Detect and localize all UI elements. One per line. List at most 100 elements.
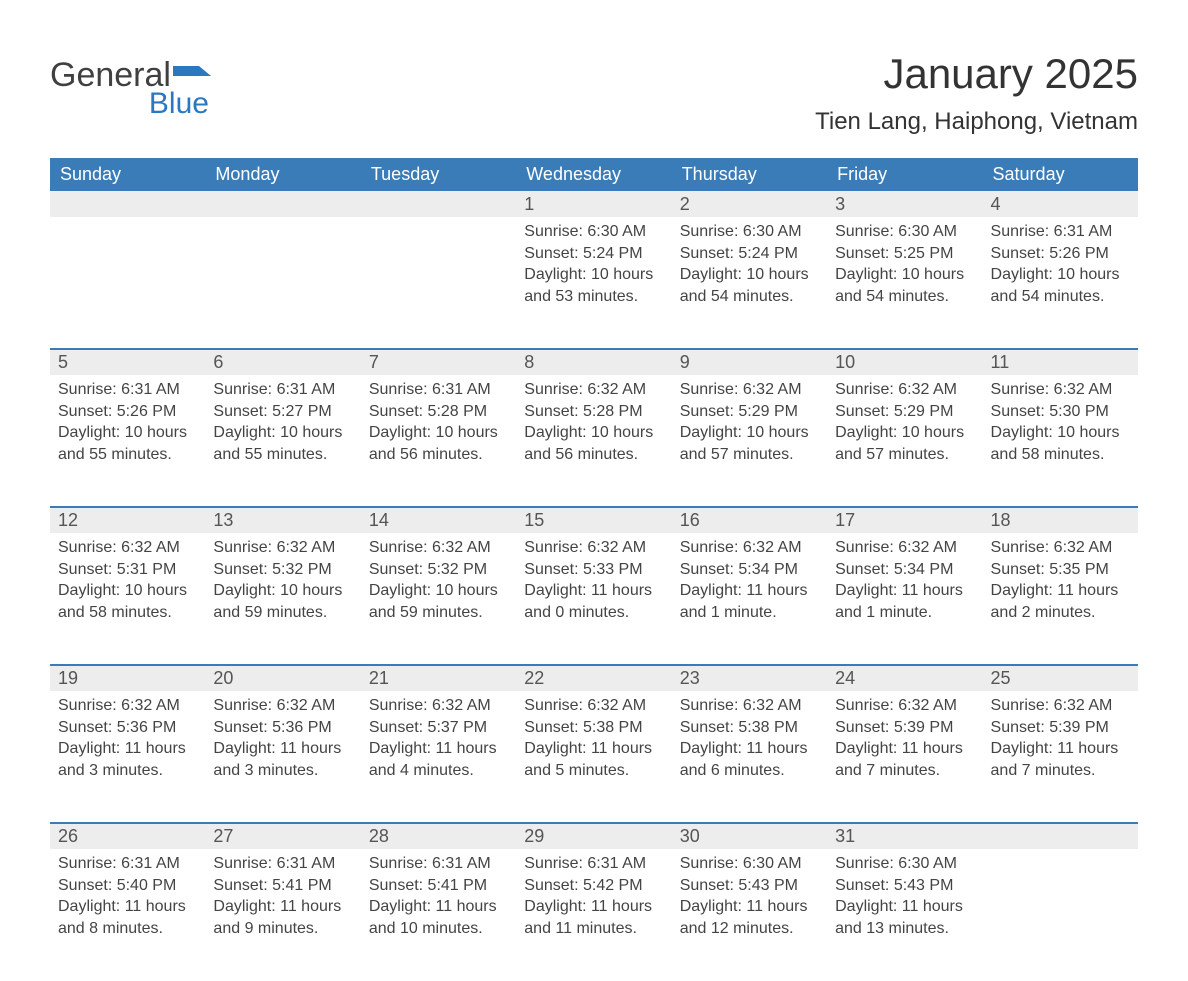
sunset-text: Sunset: 5:32 PM	[369, 559, 508, 581]
weekday-header: Saturday	[983, 158, 1138, 191]
dl2-text: and 54 minutes.	[835, 286, 974, 308]
day-content-cell: Sunrise: 6:32 AMSunset: 5:37 PMDaylight:…	[361, 691, 516, 823]
day-number-cell: 21	[361, 665, 516, 691]
content-row: Sunrise: 6:32 AMSunset: 5:36 PMDaylight:…	[50, 691, 1138, 823]
weekday-header-row: Sunday Monday Tuesday Wednesday Thursday…	[50, 158, 1138, 191]
dl1-text: Daylight: 10 hours	[213, 580, 352, 602]
day-number-cell: 20	[205, 665, 360, 691]
day-number: 2	[680, 194, 690, 214]
dl2-text: and 6 minutes.	[680, 760, 819, 782]
day-content-cell: Sunrise: 6:32 AMSunset: 5:32 PMDaylight:…	[361, 533, 516, 665]
day-content-cell: Sunrise: 6:31 AMSunset: 5:28 PMDaylight:…	[361, 375, 516, 507]
dl2-text: and 5 minutes.	[524, 760, 663, 782]
weekday-header: Friday	[827, 158, 982, 191]
sunrise-text: Sunrise: 6:31 AM	[58, 853, 197, 875]
day-number-cell: 9	[672, 349, 827, 375]
sunrise-text: Sunrise: 6:32 AM	[213, 537, 352, 559]
day-content-cell: Sunrise: 6:32 AMSunset: 5:36 PMDaylight:…	[50, 691, 205, 823]
dl1-text: Daylight: 10 hours	[835, 264, 974, 286]
dl1-text: Daylight: 10 hours	[369, 422, 508, 444]
brand-blue: Blue	[50, 87, 209, 121]
day-number-cell: 14	[361, 507, 516, 533]
sunset-text: Sunset: 5:41 PM	[213, 875, 352, 897]
day-number: 5	[58, 352, 68, 372]
day-content-cell: Sunrise: 6:30 AMSunset: 5:24 PMDaylight:…	[672, 217, 827, 349]
dl2-text: and 3 minutes.	[58, 760, 197, 782]
dl2-text: and 56 minutes.	[524, 444, 663, 466]
dl2-text: and 7 minutes.	[835, 760, 974, 782]
day-content-cell	[361, 217, 516, 349]
dl1-text: Daylight: 11 hours	[524, 580, 663, 602]
sunrise-text: Sunrise: 6:30 AM	[835, 221, 974, 243]
daynum-row: 19202122232425	[50, 665, 1138, 691]
day-content-cell: Sunrise: 6:32 AMSunset: 5:29 PMDaylight:…	[672, 375, 827, 507]
sunset-text: Sunset: 5:26 PM	[58, 401, 197, 423]
content-row: Sunrise: 6:31 AMSunset: 5:40 PMDaylight:…	[50, 849, 1138, 981]
day-number-cell: 31	[827, 823, 982, 849]
content-row: Sunrise: 6:32 AMSunset: 5:31 PMDaylight:…	[50, 533, 1138, 665]
sunset-text: Sunset: 5:28 PM	[524, 401, 663, 423]
dl1-text: Daylight: 10 hours	[991, 264, 1130, 286]
sunrise-text: Sunrise: 6:32 AM	[524, 537, 663, 559]
location-subtitle: Tien Lang, Haiphong, Vietnam	[815, 108, 1138, 136]
day-number: 23	[680, 668, 700, 688]
dl2-text: and 11 minutes.	[524, 918, 663, 940]
dl1-text: Daylight: 11 hours	[58, 738, 197, 760]
day-content-cell: Sunrise: 6:32 AMSunset: 5:31 PMDaylight:…	[50, 533, 205, 665]
day-content-cell: Sunrise: 6:32 AMSunset: 5:32 PMDaylight:…	[205, 533, 360, 665]
sunset-text: Sunset: 5:39 PM	[991, 717, 1130, 739]
sunset-text: Sunset: 5:31 PM	[58, 559, 197, 581]
dl2-text: and 56 minutes.	[369, 444, 508, 466]
day-number-cell: 25	[983, 665, 1138, 691]
sunset-text: Sunset: 5:36 PM	[213, 717, 352, 739]
sunset-text: Sunset: 5:43 PM	[680, 875, 819, 897]
day-content-cell: Sunrise: 6:30 AMSunset: 5:24 PMDaylight:…	[516, 217, 671, 349]
dl2-text: and 55 minutes.	[58, 444, 197, 466]
day-number-cell: 5	[50, 349, 205, 375]
sunset-text: Sunset: 5:32 PM	[213, 559, 352, 581]
dl1-text: Daylight: 10 hours	[58, 580, 197, 602]
day-number-cell: 8	[516, 349, 671, 375]
weekday-header: Tuesday	[361, 158, 516, 191]
dl1-text: Daylight: 10 hours	[524, 422, 663, 444]
sunset-text: Sunset: 5:38 PM	[680, 717, 819, 739]
weekday-header: Monday	[205, 158, 360, 191]
day-number-cell: 13	[205, 507, 360, 533]
day-content-cell: Sunrise: 6:32 AMSunset: 5:39 PMDaylight:…	[827, 691, 982, 823]
day-number: 3	[835, 194, 845, 214]
dl2-text: and 13 minutes.	[835, 918, 974, 940]
dl2-text: and 55 minutes.	[213, 444, 352, 466]
day-content-cell: Sunrise: 6:32 AMSunset: 5:35 PMDaylight:…	[983, 533, 1138, 665]
sunset-text: Sunset: 5:36 PM	[58, 717, 197, 739]
sunset-text: Sunset: 5:25 PM	[835, 243, 974, 265]
day-number: 9	[680, 352, 690, 372]
day-number-cell: 1	[516, 191, 671, 217]
dl2-text: and 1 minute.	[835, 602, 974, 624]
brand-logo: General Blue	[50, 56, 211, 121]
sunrise-text: Sunrise: 6:32 AM	[213, 695, 352, 717]
sunset-text: Sunset: 5:28 PM	[369, 401, 508, 423]
day-content-cell: Sunrise: 6:32 AMSunset: 5:29 PMDaylight:…	[827, 375, 982, 507]
dl1-text: Daylight: 10 hours	[835, 422, 974, 444]
sunrise-text: Sunrise: 6:32 AM	[369, 695, 508, 717]
sunrise-text: Sunrise: 6:32 AM	[58, 695, 197, 717]
dl1-text: Daylight: 11 hours	[369, 896, 508, 918]
sunrise-text: Sunrise: 6:32 AM	[58, 537, 197, 559]
sunset-text: Sunset: 5:26 PM	[991, 243, 1130, 265]
dl2-text: and 2 minutes.	[991, 602, 1130, 624]
sunrise-text: Sunrise: 6:31 AM	[991, 221, 1130, 243]
day-content-cell: Sunrise: 6:31 AMSunset: 5:27 PMDaylight:…	[205, 375, 360, 507]
day-content-cell: Sunrise: 6:31 AMSunset: 5:26 PMDaylight:…	[983, 217, 1138, 349]
day-content-cell: Sunrise: 6:30 AMSunset: 5:43 PMDaylight:…	[827, 849, 982, 981]
day-number: 7	[369, 352, 379, 372]
daynum-row: 567891011	[50, 349, 1138, 375]
dl1-text: Daylight: 11 hours	[58, 896, 197, 918]
day-content-cell: Sunrise: 6:32 AMSunset: 5:39 PMDaylight:…	[983, 691, 1138, 823]
sunset-text: Sunset: 5:29 PM	[680, 401, 819, 423]
sunset-text: Sunset: 5:35 PM	[991, 559, 1130, 581]
day-content-cell	[983, 849, 1138, 981]
sunrise-text: Sunrise: 6:31 AM	[369, 379, 508, 401]
day-number: 27	[213, 826, 233, 846]
sunset-text: Sunset: 5:27 PM	[213, 401, 352, 423]
sunrise-text: Sunrise: 6:32 AM	[835, 537, 974, 559]
